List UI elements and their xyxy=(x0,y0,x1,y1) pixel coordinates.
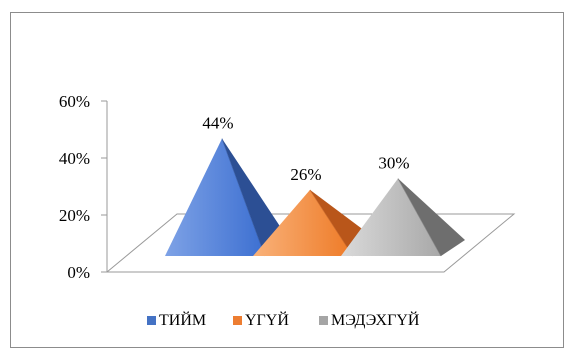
data-label: 44% xyxy=(202,114,233,133)
pyramid-edge xyxy=(309,189,354,257)
pyramid-front-face xyxy=(253,189,353,256)
y-tick-label: 60% xyxy=(59,92,90,111)
y-tick-label: 0% xyxy=(67,263,90,282)
legend-swatch xyxy=(319,316,328,325)
y-axis-ticks: 0% 20% 40% 60% xyxy=(59,92,107,282)
pyramid-side-face xyxy=(222,138,289,256)
pyramid-edge xyxy=(397,178,442,257)
data-labels: 44% 26% 30% xyxy=(202,114,409,184)
data-label: 30% xyxy=(378,154,409,173)
y-tick-label: 40% xyxy=(59,149,90,168)
data-label: 26% xyxy=(290,165,321,184)
legend-swatch xyxy=(233,316,242,325)
pyramid-side-face xyxy=(398,178,465,256)
pyramid-front-face xyxy=(341,178,441,256)
chart-frame xyxy=(10,12,564,348)
legend: ТИЙМ ҮГҮЙ МЭДЭХГҮЙ xyxy=(147,310,420,329)
pyramid-front-face xyxy=(165,138,265,256)
legend-label: ҮГҮЙ xyxy=(245,310,289,329)
pyramid-edge xyxy=(221,138,266,257)
pyramid-series xyxy=(165,138,465,257)
legend-swatch xyxy=(147,316,156,325)
legend-label: МЭДЭХГҮЙ xyxy=(331,310,420,329)
y-tick-label: 20% xyxy=(59,206,90,225)
legend-label: ТИЙМ xyxy=(159,310,206,329)
